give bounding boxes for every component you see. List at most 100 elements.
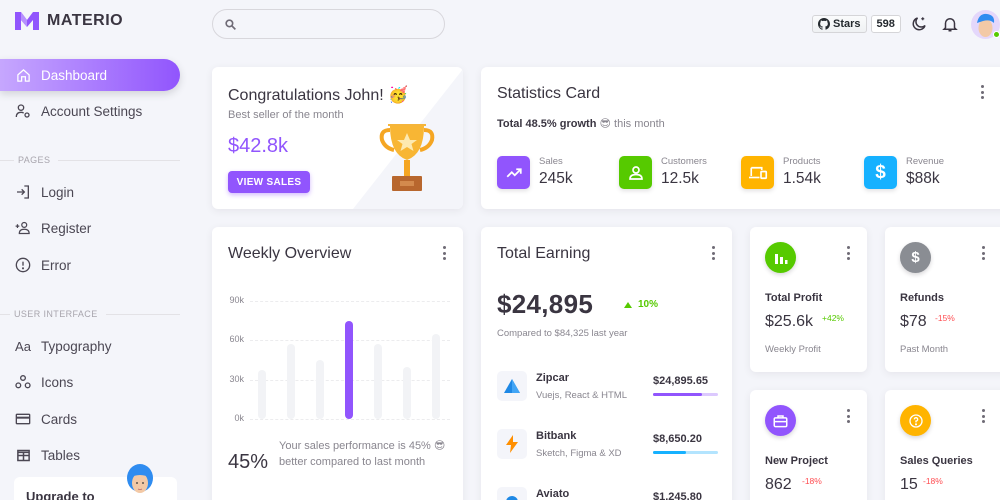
sidebar-item-label: Error: [41, 257, 71, 273]
statistics-card: Statistics Card Total 48.5% growth 😎 thi…: [481, 67, 1000, 209]
aviato-logo-icon: [497, 487, 527, 500]
sales-queries-card: Sales Queries 15 -18%: [885, 390, 1000, 500]
new-project-card: New Project 862 -18%: [750, 390, 867, 500]
alert-circle-icon: [15, 257, 31, 273]
more-options-icon[interactable]: [846, 409, 850, 423]
chart-bar[interactable]: [316, 360, 324, 419]
girl-avatar-illustration-icon: [127, 464, 153, 493]
poll-icon: [765, 242, 796, 273]
progress-bar: [653, 393, 718, 396]
refunds-card: $ Refunds $78 -15% Past Month: [885, 227, 1000, 372]
sidebar-item-typography[interactable]: Aa Typography: [0, 330, 180, 362]
materio-logo-icon: [15, 12, 39, 30]
search-bar[interactable]: [212, 9, 445, 39]
earning-compare: Compared to $84,325 last year: [497, 328, 628, 339]
sidebar-item-dashboard[interactable]: Dashboard: [0, 59, 180, 91]
credit-card-icon: [15, 411, 31, 427]
notification-bell-icon[interactable]: [941, 15, 959, 33]
more-options-icon[interactable]: [846, 246, 850, 260]
more-options-icon[interactable]: [981, 409, 985, 423]
congratulations-card: Congratulations John! 🥳 Best seller of t…: [212, 67, 463, 209]
search-icon: [225, 18, 236, 30]
table-icon: [15, 447, 31, 463]
weekly-overview-card: Weekly Overview 90k 60k 30k 0k 45% Your …: [212, 227, 463, 500]
sidebar-item-error[interactable]: Error: [0, 249, 180, 281]
sidebar-item-cards[interactable]: Cards: [0, 403, 180, 435]
stat-item-sales: Sales 245k: [497, 156, 573, 189]
total-earning-card: Total Earning $24,895 10% Compared to $8…: [481, 227, 732, 500]
sidebar: MATERIO Dashboard Account Settings PAGES…: [0, 0, 200, 500]
sidebar-item-icons[interactable]: Icons: [0, 366, 180, 398]
home-icon: [15, 67, 31, 83]
section-label-pages: PAGES: [0, 155, 180, 165]
earning-row-aviato[interactable]: Aviato $1,245.80: [497, 487, 717, 500]
total-profit-card: Total Profit $25.6k +42% Weekly Profit: [750, 227, 867, 372]
theme-toggle-moon-icon[interactable]: [910, 15, 928, 33]
github-stars-button[interactable]: Stars: [812, 15, 867, 33]
chart-bar[interactable]: [287, 344, 295, 419]
github-stars-count[interactable]: 598: [870, 15, 901, 33]
brand-name: MATERIO: [47, 12, 124, 29]
sidebar-item-login[interactable]: Login: [0, 176, 180, 208]
sidebar-item-account-settings[interactable]: Account Settings: [0, 95, 180, 127]
chart-bar[interactable]: [345, 320, 353, 419]
earning-row-zipcar[interactable]: Zipcar Vuejs, React & HTML $24,895.65: [497, 371, 718, 411]
chart-bar[interactable]: [374, 344, 382, 419]
search-input[interactable]: [245, 16, 435, 32]
upgrade-title: Upgrade to: [26, 489, 95, 500]
weekly-title: Weekly Overview: [228, 245, 352, 262]
sidebar-item-label: Account Settings: [41, 103, 143, 119]
account-plus-icon: [15, 220, 31, 236]
sidebar-item-label: Register: [41, 220, 92, 236]
statistics-subtitle: Total 48.5% growth 😎 this month: [497, 118, 665, 130]
shapes-icon: [15, 374, 31, 390]
help-circle-icon: [900, 405, 931, 436]
brand-logo[interactable]: MATERIO: [15, 12, 123, 30]
weekly-percent: 45%: [228, 451, 269, 473]
chart-bar[interactable]: [403, 366, 411, 419]
weekly-description: Your sales performance is 45% 😎 better c…: [279, 440, 446, 468]
sidebar-item-register[interactable]: Register: [0, 212, 180, 244]
more-options-icon[interactable]: [711, 246, 715, 260]
statistics-title: Statistics Card: [497, 85, 601, 102]
bitbank-logo-icon: [497, 429, 527, 459]
account-icon: [619, 156, 652, 189]
sidebar-item-tables[interactable]: Tables: [0, 439, 180, 471]
more-options-icon[interactable]: [442, 246, 446, 260]
sidebar-item-label: Dashboard: [41, 67, 108, 83]
stat-item-products: Products 1.54k: [741, 156, 821, 189]
congrats-title: Congratulations John! 🥳: [228, 87, 409, 104]
devices-icon: [741, 156, 774, 189]
earning-title: Total Earning: [497, 245, 591, 262]
progress-bar: [653, 451, 718, 454]
zipcar-logo-icon: [497, 371, 527, 401]
typography-icon: Aa: [15, 338, 31, 354]
earning-amount: $24,895: [497, 289, 594, 319]
chart-bar[interactable]: [432, 333, 440, 419]
arrow-up-icon: [624, 301, 632, 308]
chart-bar[interactable]: [258, 370, 266, 419]
github-stars-widget[interactable]: Stars 598: [812, 15, 901, 33]
sidebar-item-label: Tables: [41, 447, 81, 463]
stat-item-customers: Customers 12.5k: [619, 156, 707, 189]
sidebar-item-label: Icons: [41, 374, 74, 390]
trophy-icon: [379, 124, 435, 191]
view-sales-button[interactable]: VIEW SALES: [228, 171, 310, 193]
user-avatar-illustration-icon: [977, 13, 995, 37]
congrats-subtitle: Best seller of the month: [228, 109, 344, 121]
currency-usd-icon: $: [900, 242, 931, 273]
stat-item-revenue: $ Revenue $88k: [864, 156, 944, 189]
github-icon: [818, 18, 830, 30]
sidebar-item-label: Login: [41, 184, 75, 200]
more-options-icon[interactable]: [981, 246, 985, 260]
more-options-icon[interactable]: [980, 85, 984, 99]
online-status-dot: [993, 31, 1000, 38]
github-stars-label: Stars: [833, 18, 861, 30]
earning-trend: 10%: [624, 299, 658, 310]
account-cog-icon: [15, 103, 31, 119]
sidebar-item-label: Cards: [41, 411, 78, 427]
earning-row-bitbank[interactable]: Bitbank Sketch, Figma & XD $8,650.20: [497, 429, 718, 469]
dollar-icon: $: [864, 156, 897, 189]
trending-up-icon: [497, 156, 530, 189]
sidebar-item-label: Typography: [41, 338, 112, 354]
